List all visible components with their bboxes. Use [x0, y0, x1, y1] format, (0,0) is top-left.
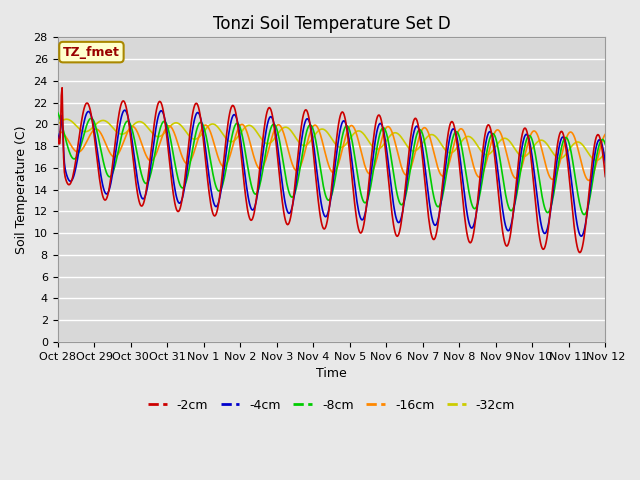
- X-axis label: Time: Time: [316, 367, 347, 380]
- Title: Tonzi Soil Temperature Set D: Tonzi Soil Temperature Set D: [212, 15, 451, 33]
- Y-axis label: Soil Temperature (C): Soil Temperature (C): [15, 125, 28, 254]
- Legend: -2cm, -4cm, -8cm, -16cm, -32cm: -2cm, -4cm, -8cm, -16cm, -32cm: [143, 394, 520, 417]
- Text: TZ_fmet: TZ_fmet: [63, 46, 120, 59]
